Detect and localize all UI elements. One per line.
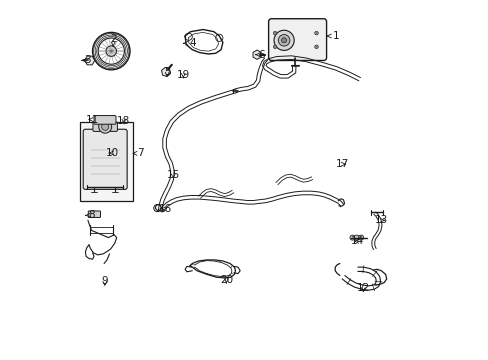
FancyBboxPatch shape bbox=[93, 122, 117, 131]
Text: 5: 5 bbox=[163, 67, 170, 77]
Text: 11: 11 bbox=[86, 114, 99, 125]
Text: 13: 13 bbox=[374, 215, 387, 225]
Circle shape bbox=[99, 120, 111, 133]
Circle shape bbox=[102, 123, 108, 130]
Text: 20: 20 bbox=[220, 275, 233, 285]
Circle shape bbox=[281, 38, 286, 43]
Text: 12: 12 bbox=[356, 283, 369, 293]
FancyBboxPatch shape bbox=[88, 211, 101, 217]
Circle shape bbox=[273, 31, 276, 35]
Text: 6: 6 bbox=[255, 50, 264, 60]
Text: 9: 9 bbox=[102, 276, 108, 286]
Circle shape bbox=[278, 35, 289, 46]
Text: 17: 17 bbox=[335, 159, 348, 169]
Text: 4: 4 bbox=[183, 38, 195, 48]
Text: 7: 7 bbox=[133, 148, 143, 158]
FancyBboxPatch shape bbox=[94, 116, 116, 124]
Circle shape bbox=[314, 31, 318, 35]
Text: 2: 2 bbox=[110, 33, 116, 46]
Text: 10: 10 bbox=[105, 148, 118, 158]
Text: 16: 16 bbox=[158, 204, 172, 214]
Circle shape bbox=[314, 45, 318, 49]
Text: 3: 3 bbox=[81, 55, 91, 66]
Circle shape bbox=[273, 45, 276, 49]
Circle shape bbox=[354, 235, 359, 240]
Circle shape bbox=[349, 235, 354, 240]
Text: 19: 19 bbox=[176, 70, 189, 80]
Text: 18: 18 bbox=[117, 116, 130, 126]
Text: 8: 8 bbox=[85, 210, 95, 220]
Text: 1: 1 bbox=[326, 31, 339, 41]
Text: 14: 14 bbox=[350, 236, 364, 246]
Circle shape bbox=[273, 30, 294, 50]
Circle shape bbox=[358, 235, 363, 240]
Text: 15: 15 bbox=[166, 170, 180, 180]
FancyBboxPatch shape bbox=[268, 19, 326, 60]
FancyBboxPatch shape bbox=[83, 129, 127, 189]
Bar bbox=[80, 122, 133, 201]
